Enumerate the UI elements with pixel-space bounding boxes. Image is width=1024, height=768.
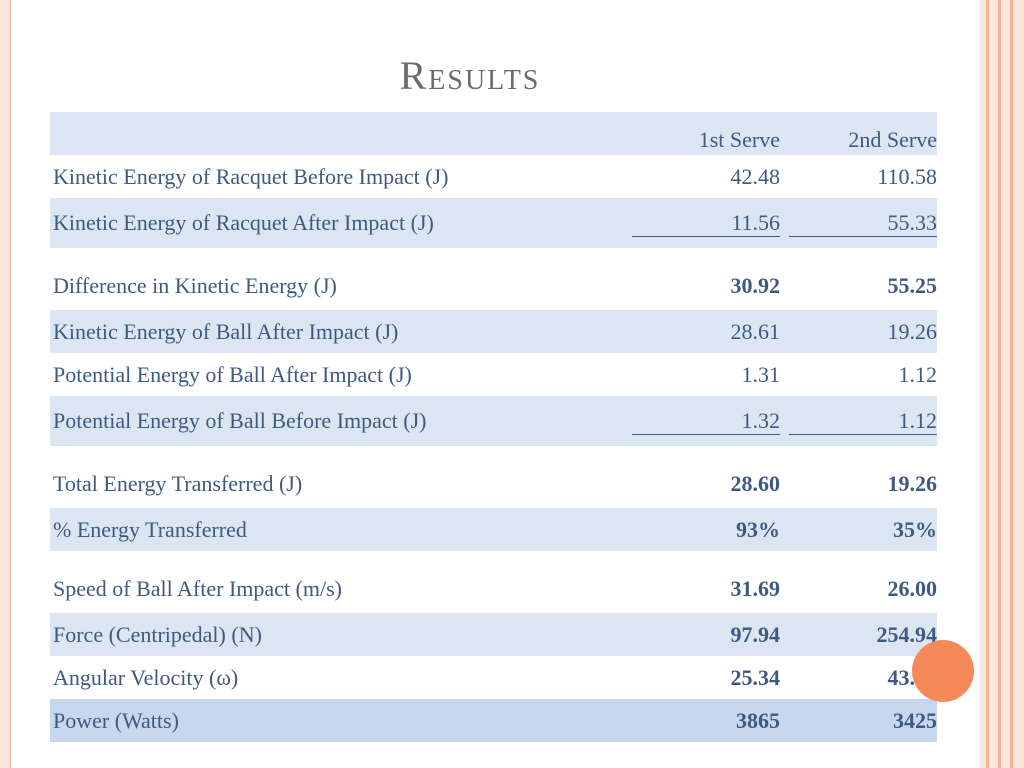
row-label: Difference in Kinetic Energy (J) (53, 273, 337, 298)
row-value-2nd: 1.12 (898, 361, 938, 387)
row-label: Power (Watts) (53, 707, 179, 733)
row-value-2nd: 3425 (893, 707, 937, 733)
table-row: Angular Velocity (ω) 25.34 43.63 (50, 656, 937, 699)
table-row: Potential Energy of Ball Before Impact (… (50, 396, 937, 446)
table-row: % Energy Transferred 93% 35% (50, 508, 937, 551)
row-value-2nd: 19.26 (887, 318, 938, 344)
row-label: Kinetic Energy of Racquet Before Impact … (53, 163, 449, 189)
border-stripe (1010, 0, 1013, 768)
row-value-1st: 1.31 (741, 361, 781, 387)
header-cell-2nd-serve: 2nd Serve (848, 126, 937, 152)
table-row: Speed of Ball After Impact (m/s) 31.69 2… (50, 551, 937, 613)
decorative-circle (912, 640, 974, 702)
table-row: Total Energy Transferred (J) 28.60 19.26 (50, 446, 937, 508)
slide-border-right (980, 0, 1024, 768)
slide-border-left (0, 0, 11, 768)
row-value-2nd: 1.12 (789, 408, 937, 435)
table-row: Difference in Kinetic Energy (J) 30.92 5… (50, 248, 937, 310)
row-value-1st: 11.56 (632, 210, 780, 237)
row-value-1st: 1.32 (632, 408, 780, 435)
row-value-1st: 25.34 (730, 664, 781, 690)
row-value-2nd: 254.94 (876, 621, 938, 647)
border-stripe (986, 0, 989, 768)
row-value-2nd: 26.00 (887, 576, 938, 601)
row-label: Total Energy Transferred (J) (53, 471, 303, 496)
row-value-1st: 30.92 (730, 273, 781, 298)
table-row: Kinetic Energy of Ball After Impact (J) … (50, 310, 937, 353)
table-row: Kinetic Energy of Racquet Before Impact … (50, 155, 937, 198)
table-row: Kinetic Energy of Racquet After Impact (… (50, 198, 937, 248)
row-value-1st: 28.60 (730, 471, 781, 496)
table-row: Force (Centripedal) (N) 97.94 254.94 (50, 613, 937, 656)
table-row: Potential Energy of Ball After Impact (J… (50, 353, 937, 396)
results-table: 1st Serve 2nd Serve Kinetic Energy of Ra… (50, 112, 937, 742)
row-label: Potential Energy of Ball After Impact (J… (53, 361, 412, 387)
row-label: Potential Energy of Ball Before Impact (… (53, 408, 427, 433)
row-label: Speed of Ball After Impact (m/s) (53, 576, 342, 601)
slide-title: Results (399, 53, 541, 98)
row-value-2nd: 55.25 (887, 273, 938, 298)
row-value-1st: 93% (736, 516, 780, 542)
row-value-1st: 28.61 (730, 318, 781, 344)
border-stripe (998, 0, 1001, 768)
row-value-2nd: 110.58 (877, 163, 937, 189)
row-value-2nd: 35% (893, 516, 937, 542)
row-label: Kinetic Energy of Ball After Impact (J) (53, 318, 399, 344)
row-label: Kinetic Energy of Racquet After Impact (… (53, 210, 434, 235)
row-value-1st: 97.94 (730, 621, 781, 647)
row-value-2nd: 19.26 (887, 471, 938, 496)
row-value-1st: 42.48 (730, 163, 781, 189)
row-value-2nd: 55.33 (789, 210, 937, 237)
table-header-row: 1st Serve 2nd Serve (50, 112, 937, 155)
row-label: Force (Centripedal) (N) (53, 621, 262, 647)
header-cell-1st-serve: 1st Serve (698, 126, 780, 152)
row-value-1st: 3865 (736, 707, 780, 733)
row-value-1st: 31.69 (730, 576, 781, 601)
row-label: % Energy Transferred (53, 516, 247, 542)
row-label: Angular Velocity (ω) (53, 664, 239, 690)
table-row: Power (Watts) 3865 3425 (50, 699, 937, 742)
header-cell-label (50, 112, 630, 155)
